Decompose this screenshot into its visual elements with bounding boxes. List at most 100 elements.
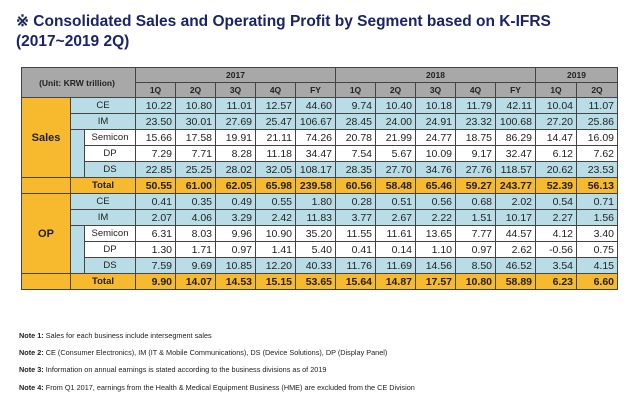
value-cell: 8.28 bbox=[215, 145, 256, 162]
value-cell: 7.54 bbox=[335, 145, 376, 162]
value-cell: 5.67 bbox=[375, 145, 416, 162]
value-cell: 58.48 bbox=[375, 177, 416, 194]
value-cell: 1.10 bbox=[415, 241, 456, 258]
value-cell: 61.00 bbox=[175, 177, 216, 194]
note-text: From Q1 2017, earnings from the Health &… bbox=[43, 382, 415, 392]
value-cell: 11.69 bbox=[375, 257, 416, 274]
value-cell: 0.71 bbox=[576, 193, 618, 210]
table-row: Sales CE 10.22 10.80 11.01 12.57 44.60 9.74 10.4… bbox=[21, 97, 618, 178]
value-cell: 0.55 bbox=[255, 193, 296, 210]
value-cell: 4.15 bbox=[576, 257, 618, 274]
note-text: CE (Consumer Electronics), IM (IT & Mobi… bbox=[43, 348, 388, 358]
value-cell: 9.69 bbox=[175, 257, 216, 274]
value-cell: 0.14 bbox=[375, 241, 416, 258]
value-cell: 17.57 bbox=[415, 273, 456, 290]
value-cell: 0.75 bbox=[576, 241, 618, 258]
value-cell: 35.20 bbox=[295, 225, 336, 242]
value-cell: 14.07 bbox=[175, 273, 216, 290]
value-cell: 13.65 bbox=[415, 225, 456, 242]
value-cell: 40.33 bbox=[295, 257, 336, 274]
value-cell: 28.35 bbox=[335, 161, 376, 178]
value-cell: 42.11 bbox=[495, 97, 536, 114]
value-cell: 7.59 bbox=[135, 257, 176, 274]
row-label: CE bbox=[70, 193, 136, 210]
value-cell: 15.15 bbox=[255, 273, 296, 290]
row-label: DS bbox=[84, 161, 136, 178]
value-cell: 11.18 bbox=[255, 145, 296, 162]
value-cell: 7.71 bbox=[175, 145, 216, 162]
value-cell: 65.46 bbox=[415, 177, 456, 194]
quarter-header: 1Q bbox=[135, 82, 176, 98]
value-cell: 14.87 bbox=[375, 273, 416, 290]
row-label: IM bbox=[70, 113, 136, 130]
value-cell: 10.04 bbox=[535, 97, 577, 114]
quarter-header: 4Q bbox=[455, 82, 496, 98]
value-cell: 1.51 bbox=[455, 209, 496, 226]
value-cell: 20.78 bbox=[335, 129, 376, 146]
value-cell: 27.69 bbox=[215, 113, 256, 130]
value-cell: 32.05 bbox=[255, 161, 296, 178]
value-cell: 14.53 bbox=[215, 273, 256, 290]
value-cell: 21.99 bbox=[375, 129, 416, 146]
value-cell: 5.40 bbox=[295, 241, 336, 258]
value-cell: 3.29 bbox=[215, 209, 256, 226]
value-cell: 27.20 bbox=[535, 113, 577, 130]
value-cell: 2.67 bbox=[375, 209, 416, 226]
note-label: Note 3: bbox=[19, 365, 44, 375]
quarter-header: 2Q bbox=[375, 82, 416, 98]
value-cell: 9.90 bbox=[135, 273, 176, 290]
note-3: Note 3: Information on annual earnings i… bbox=[19, 361, 415, 378]
value-cell: 1.41 bbox=[255, 241, 296, 258]
value-cell: 10.80 bbox=[175, 97, 216, 114]
total-row: Total 50.55 61.00 62.05 65.98 239.58 60.56 58.4… bbox=[21, 177, 618, 194]
value-cell: 74.26 bbox=[295, 129, 336, 146]
value-cell: 24.00 bbox=[375, 113, 416, 130]
value-cell: 6.23 bbox=[535, 273, 577, 290]
value-cell: 0.97 bbox=[455, 241, 496, 258]
value-cell: 10.09 bbox=[415, 145, 456, 162]
table-row: Semicon 6.31 8.03 9.96 10.90 35.20 11.55 11.61 1… bbox=[22, 225, 618, 274]
year-header-2018: 2018 bbox=[335, 67, 536, 83]
row-label: DP bbox=[84, 145, 136, 162]
value-cell: 14.56 bbox=[415, 257, 456, 274]
value-cell: 12.20 bbox=[255, 257, 296, 274]
value-cell: 15.64 bbox=[335, 273, 376, 290]
value-cell: 28.02 bbox=[215, 161, 256, 178]
table-row: DP 1.30 1.71 0.97 1.41 5.40 0.41 0.14 1.10 0.97 2.… bbox=[22, 241, 618, 258]
value-cell: -0.56 bbox=[535, 241, 577, 258]
value-cell: 32.47 bbox=[495, 145, 536, 162]
value-cell: 7.77 bbox=[455, 225, 496, 242]
value-cell: 27.70 bbox=[375, 161, 416, 178]
value-cell: 0.51 bbox=[375, 193, 416, 210]
table-row: DS 22.85 25.25 28.02 32.05 108.17 28.35 27.70 34… bbox=[22, 161, 618, 178]
table-row: DP 7.29 7.71 8.28 11.18 34.47 7.54 5.67 10.09 9.1… bbox=[22, 145, 618, 162]
notes-section: Note 1: Sales for each business include … bbox=[19, 327, 415, 396]
value-cell: 11.01 bbox=[215, 97, 256, 114]
value-cell: 1.80 bbox=[295, 193, 336, 210]
value-cell: 25.25 bbox=[175, 161, 216, 178]
note-text: Information on annual earnings is stated… bbox=[43, 365, 327, 375]
value-cell: 11.79 bbox=[455, 97, 496, 114]
value-cell: 0.41 bbox=[135, 193, 176, 210]
value-cell: 24.77 bbox=[415, 129, 456, 146]
value-cell: 108.17 bbox=[295, 161, 336, 178]
category-spacer bbox=[21, 177, 71, 194]
row-label: IM bbox=[70, 209, 136, 226]
row-label: DP bbox=[84, 241, 136, 258]
value-cell: 11.07 bbox=[576, 97, 618, 114]
row-label: DS bbox=[84, 257, 136, 274]
value-cell: 2.27 bbox=[535, 209, 577, 226]
value-cell: 0.68 bbox=[455, 193, 496, 210]
quarter-header: 2Q bbox=[175, 82, 216, 98]
value-cell: 10.90 bbox=[255, 225, 296, 242]
value-cell: 56.13 bbox=[576, 177, 618, 194]
ds-group-indent bbox=[70, 225, 85, 274]
total-row: Total 9.90 14.07 14.53 15.15 53.65 15.64 14.87 1… bbox=[21, 273, 618, 290]
note-label: Note 4: bbox=[19, 382, 44, 392]
value-cell: 2.62 bbox=[495, 241, 536, 258]
value-cell: 10.85 bbox=[215, 257, 256, 274]
value-cell: 0.28 bbox=[335, 193, 376, 210]
sales-op-table: (Unit: KRW trillion) 2017 2018 2019 1Q 2… bbox=[21, 67, 618, 290]
value-cell: 7.62 bbox=[576, 145, 618, 162]
value-cell: 3.77 bbox=[335, 209, 376, 226]
